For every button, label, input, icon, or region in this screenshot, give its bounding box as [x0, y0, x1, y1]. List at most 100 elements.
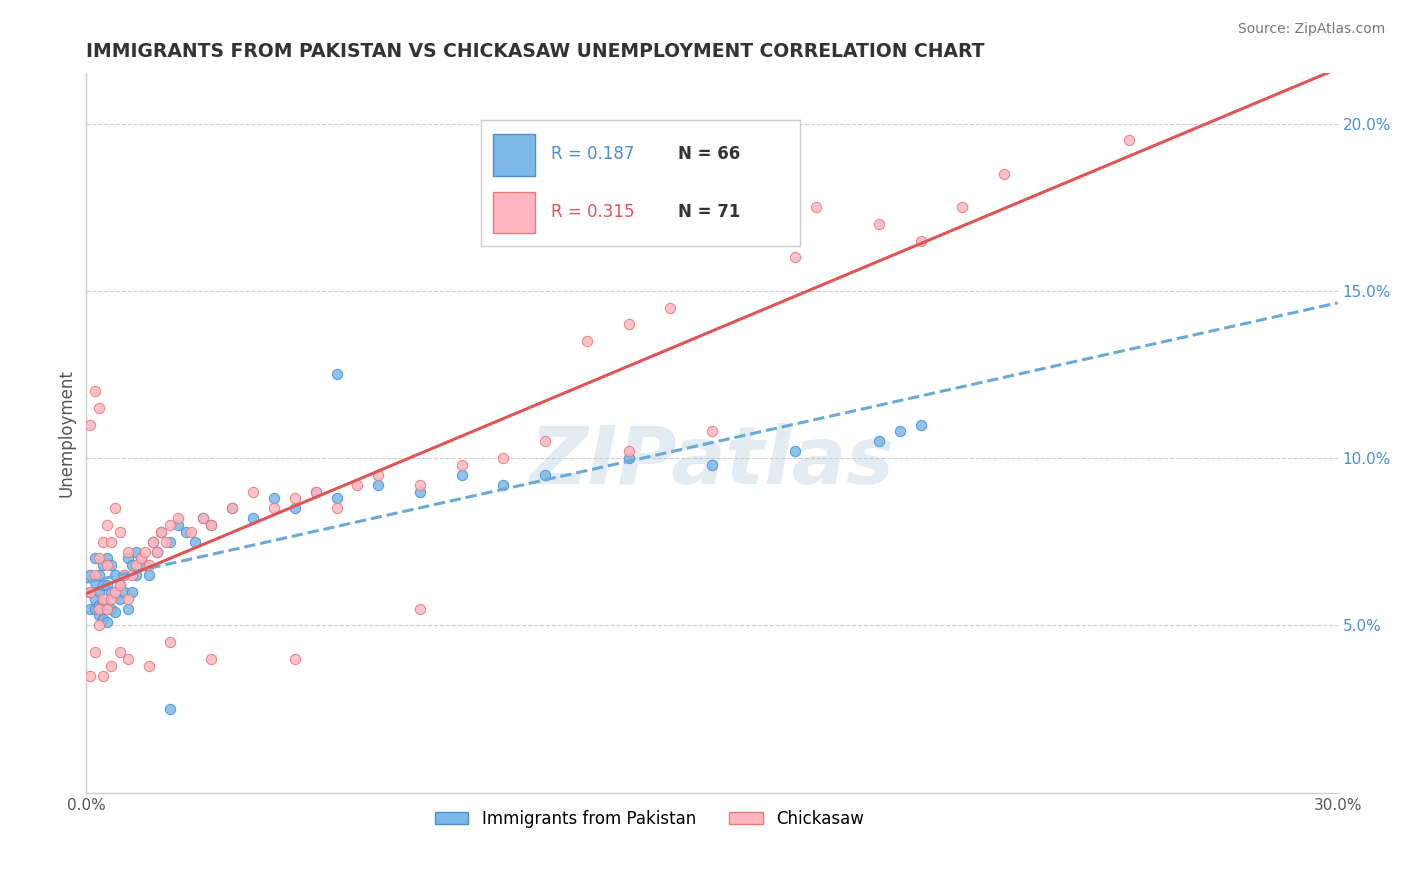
Point: [79, 417, 101, 432]
Point: [117, 652, 139, 666]
Point: [96, 558, 118, 573]
Point: [100, 534, 122, 549]
Point: [87, 608, 110, 623]
Point: [108, 578, 131, 592]
Point: [346, 478, 368, 492]
Point: [263, 501, 285, 516]
Point: [117, 591, 139, 606]
Point: [100, 591, 122, 606]
Point: [125, 568, 148, 582]
Point: [138, 658, 160, 673]
Point: [138, 568, 160, 582]
Point: [284, 652, 307, 666]
Point: [96, 615, 118, 629]
Point: [910, 234, 932, 248]
Point: [91, 595, 114, 609]
Point: [221, 501, 243, 516]
Point: [242, 484, 264, 499]
Point: [104, 585, 127, 599]
Point: [409, 484, 432, 499]
Point: [910, 417, 932, 432]
Point: [100, 585, 122, 599]
Point: [889, 425, 911, 439]
Point: [91, 558, 114, 573]
Point: [83, 601, 105, 615]
Point: [159, 635, 181, 649]
Y-axis label: Unemployment: Unemployment: [58, 369, 75, 497]
Point: [121, 585, 143, 599]
Point: [184, 534, 207, 549]
Point: [325, 368, 347, 382]
Point: [263, 491, 285, 506]
Point: [191, 511, 214, 525]
Point: [134, 545, 156, 559]
Point: [785, 444, 807, 458]
Point: [79, 668, 101, 682]
Point: [409, 601, 432, 615]
Point: [91, 534, 114, 549]
Point: [87, 401, 110, 415]
Point: [325, 501, 347, 516]
Point: [96, 578, 118, 592]
Point: [83, 568, 105, 582]
Point: [87, 601, 110, 615]
Point: [1118, 133, 1140, 147]
Point: [104, 501, 127, 516]
Point: [112, 568, 135, 582]
Point: [191, 511, 214, 525]
Point: [87, 618, 110, 632]
Point: [112, 585, 135, 599]
Point: [409, 478, 432, 492]
Point: [284, 491, 307, 506]
Point: [575, 334, 598, 348]
Point: [950, 200, 973, 214]
Point: [142, 534, 165, 549]
Point: [79, 568, 101, 582]
Point: [96, 551, 118, 566]
Point: [180, 524, 202, 539]
Point: [83, 551, 105, 566]
Point: [83, 591, 105, 606]
Point: [117, 601, 139, 615]
Point: [138, 558, 160, 573]
Point: [176, 524, 198, 539]
Point: [79, 601, 101, 615]
Point: [87, 599, 110, 613]
Point: [806, 200, 828, 214]
Text: IMMIGRANTS FROM PAKISTAN VS CHICKASAW UNEMPLOYMENT CORRELATION CHART: IMMIGRANTS FROM PAKISTAN VS CHICKASAW UN…: [86, 42, 984, 61]
Point: [100, 558, 122, 573]
Point: [242, 511, 264, 525]
Point: [83, 384, 105, 399]
Point: [305, 484, 328, 499]
Point: [108, 591, 131, 606]
Point: [100, 658, 122, 673]
Point: [134, 558, 156, 573]
Point: [200, 518, 222, 533]
Point: [534, 467, 557, 482]
Point: [367, 467, 389, 482]
Point: [100, 601, 122, 615]
Point: [221, 501, 243, 516]
Point: [87, 551, 110, 566]
Point: [104, 568, 127, 582]
Text: ZIPatlas: ZIPatlas: [530, 423, 894, 500]
Point: [150, 524, 173, 539]
Point: [146, 545, 169, 559]
Point: [87, 568, 110, 582]
Point: [284, 501, 307, 516]
Point: [117, 545, 139, 559]
Point: [112, 568, 135, 582]
Point: [159, 518, 181, 533]
Point: [868, 217, 890, 231]
Point: [121, 568, 143, 582]
Point: [534, 434, 557, 449]
Point: [367, 478, 389, 492]
Point: [617, 444, 640, 458]
Point: [617, 318, 640, 332]
Point: [117, 551, 139, 566]
Point: [450, 467, 472, 482]
Point: [492, 478, 515, 492]
Point: [91, 591, 114, 606]
Point: [167, 518, 190, 533]
Point: [91, 578, 114, 592]
